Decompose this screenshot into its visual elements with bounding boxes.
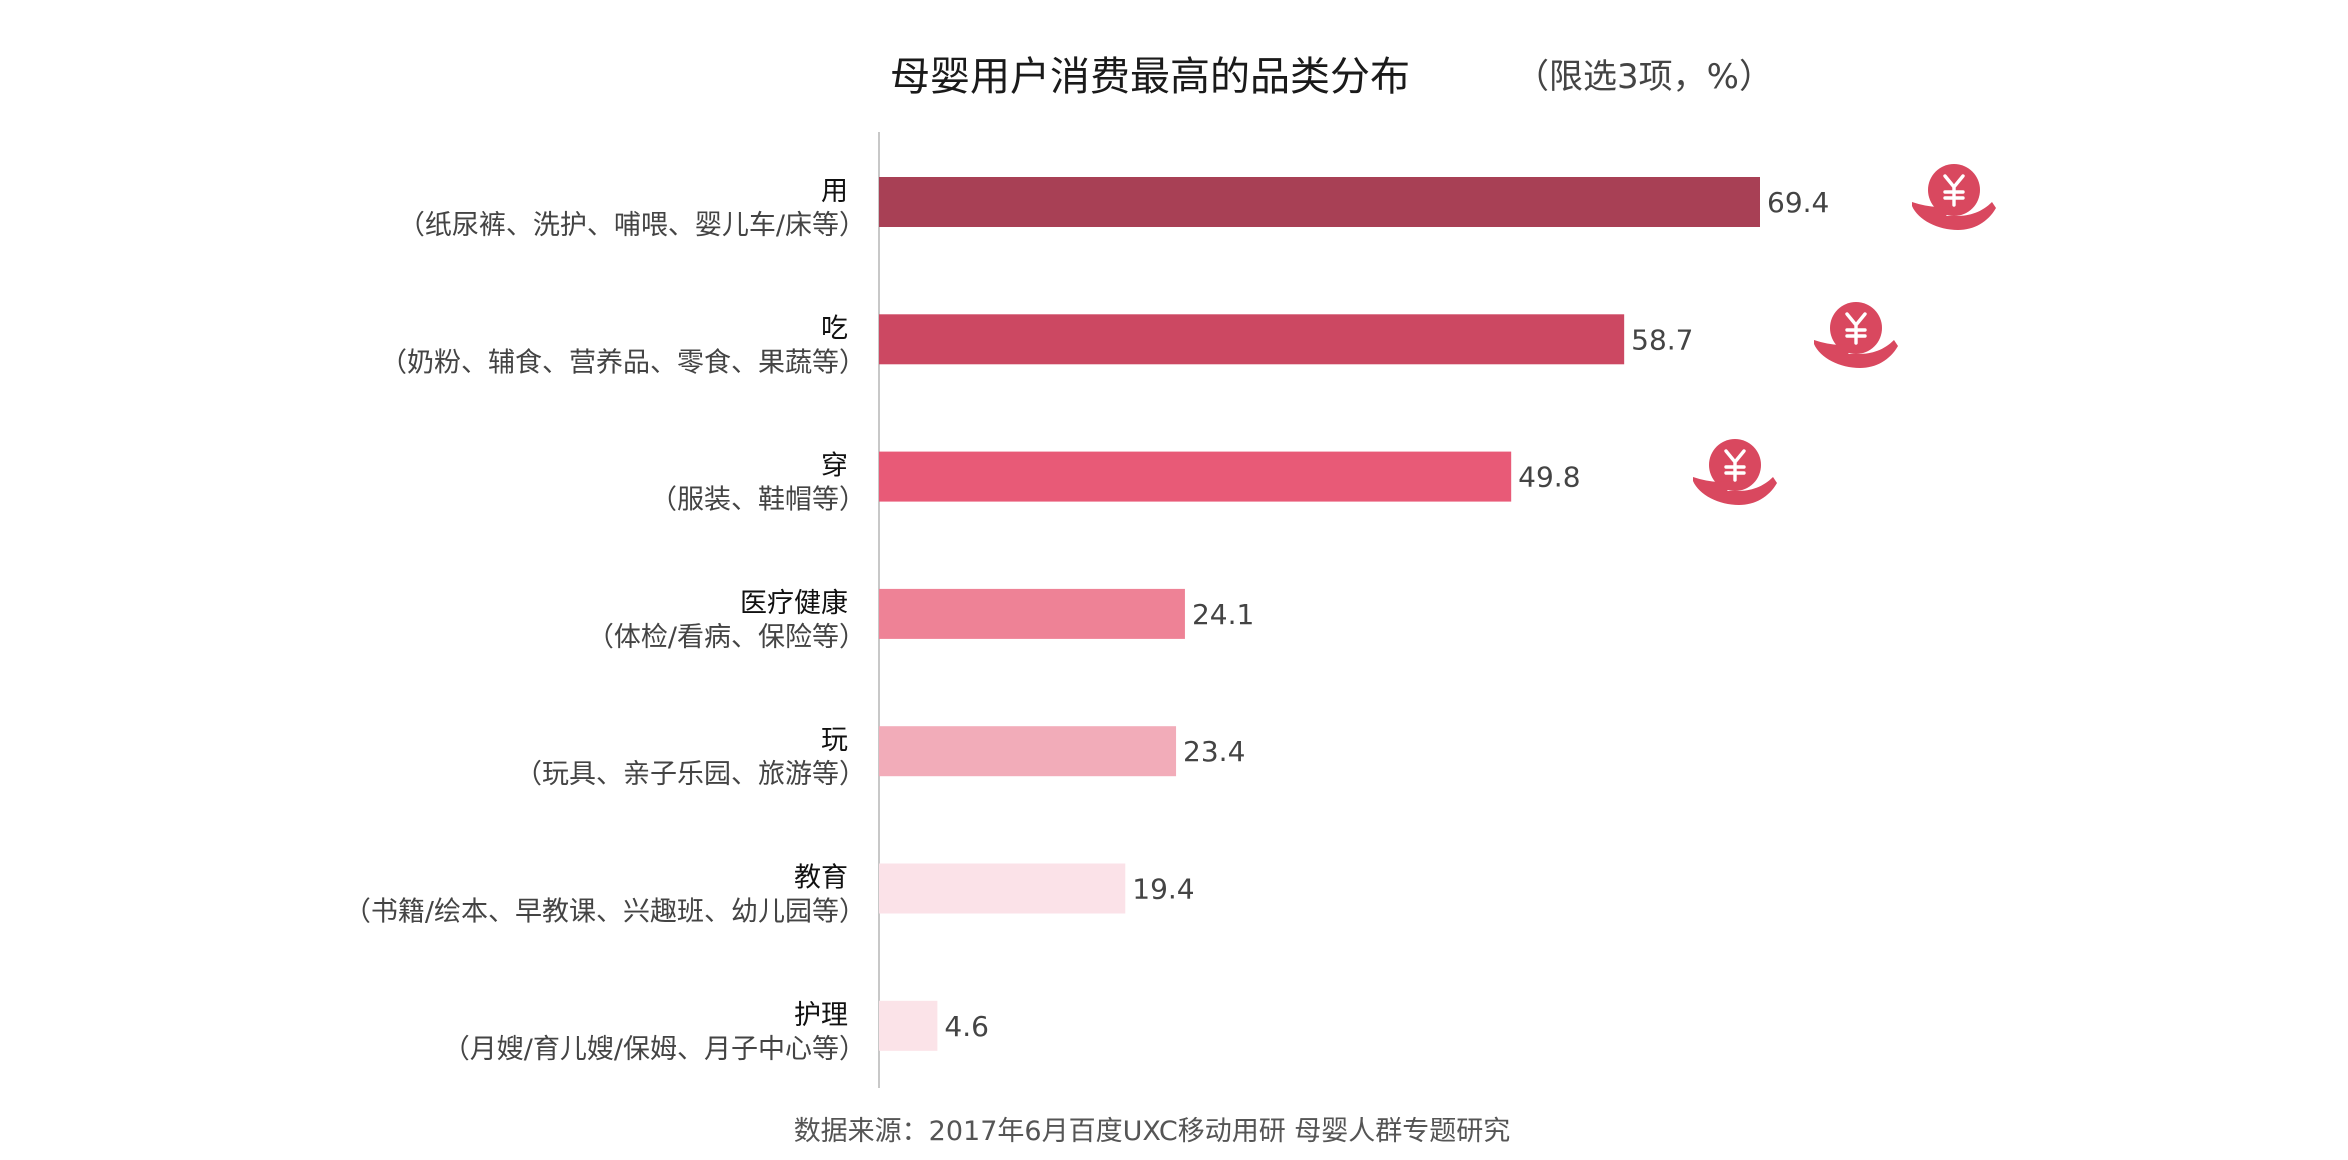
bar-6 — [879, 863, 1126, 914]
category-label-2: 吃 — [821, 313, 848, 344]
category-detail-3: （服装、鞋帽等） — [650, 485, 866, 516]
bar-7 — [879, 1000, 938, 1051]
bar-3 — [879, 451, 1512, 502]
yen-glyph — [1943, 174, 1965, 207]
category-label-6: 教育 — [794, 863, 848, 894]
category-detail-6: （书籍/绘本、早教课、兴趣班、幼儿园等） — [344, 897, 866, 928]
category-detail-2: （奶粉、辅食、营养品、零食、果蔬等） — [380, 347, 866, 378]
value-label-3: 49.8 — [1518, 461, 1580, 494]
value-label-4: 24.1 — [1192, 598, 1254, 631]
yen-coin-hand-icon — [1912, 164, 1996, 230]
hand-shape — [1912, 202, 1996, 230]
source-note: 数据来源：2017年6月百度UXC移动用研 母婴人群专题研究 — [794, 1116, 1511, 1147]
icons-group — [1693, 164, 1996, 505]
yen-glyph — [1845, 312, 1867, 345]
bar-1 — [879, 177, 1760, 227]
yen-glyph — [1724, 449, 1746, 482]
bar-5 — [879, 726, 1177, 777]
category-detail-5: （玩具、亲子乐园、旅游等） — [515, 759, 866, 790]
bar-2 — [879, 314, 1625, 365]
category-label-3: 穿 — [821, 451, 848, 482]
hand-shape — [1814, 340, 1898, 368]
value-label-1: 69.4 — [1767, 186, 1829, 219]
hand-shape — [1693, 477, 1777, 505]
value-label-5: 23.4 — [1183, 735, 1245, 768]
category-label-5: 玩 — [821, 725, 848, 756]
bars-group: 69.4 58.7 49.8 24.1 23.4 19.4 4.6 — [879, 177, 1829, 1051]
yen-coin-hand-icon — [1814, 302, 1898, 368]
category-labels-group: 用（纸尿裤、洗护、哺喂、婴儿车/床等）吃（奶粉、辅食、营养品、零食、果蔬等）穿（… — [344, 176, 866, 1065]
category-detail-1: （纸尿裤、洗护、哺喂、婴儿车/床等） — [398, 210, 866, 241]
category-detail-7: （月嫂/育儿嫂/保姆、月子中心等） — [443, 1034, 866, 1065]
value-label-2: 58.7 — [1631, 323, 1693, 356]
bar-4 — [879, 588, 1185, 639]
yen-coin-hand-icon — [1693, 439, 1777, 505]
category-label-1: 用 — [821, 176, 848, 207]
value-label-6: 19.4 — [1132, 873, 1194, 906]
chart-title: 母婴用户消费最高的品类分布 — [890, 54, 1410, 100]
category-label-4: 医疗健康 — [740, 588, 848, 619]
value-label-7: 4.6 — [944, 1010, 989, 1043]
category-label-7: 护理 — [794, 1000, 848, 1031]
category-detail-4: （体检/看病、保险等） — [587, 622, 866, 653]
chart-subtitle: （限选3项，%） — [1515, 57, 1773, 97]
